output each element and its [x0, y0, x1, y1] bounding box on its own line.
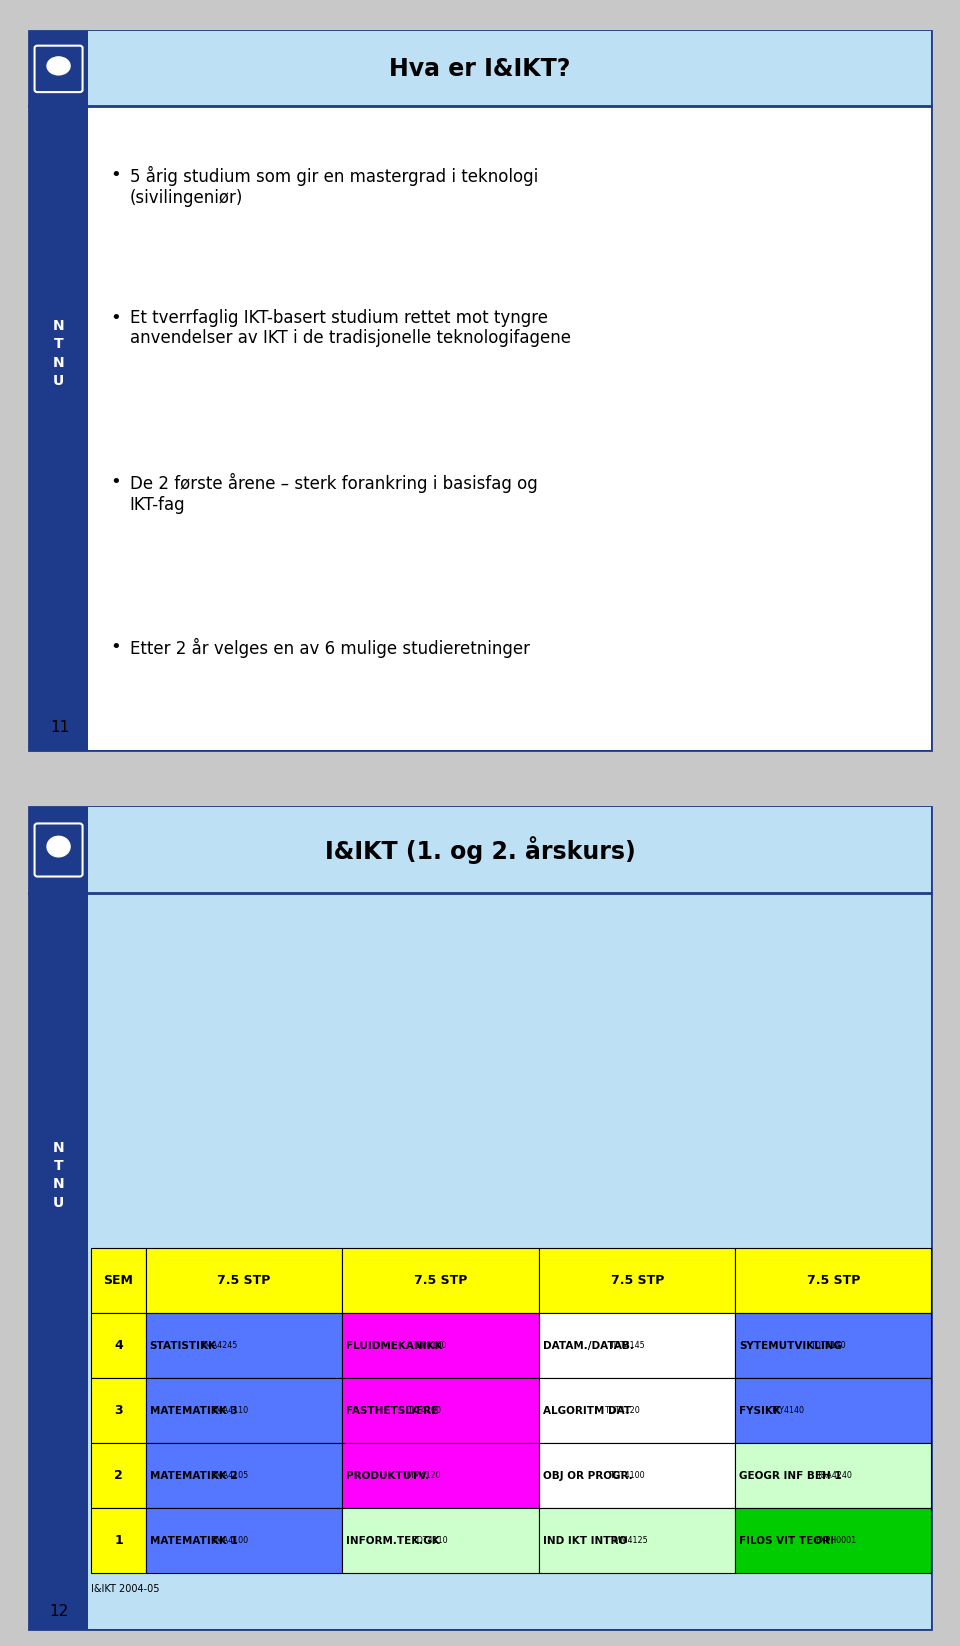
Text: INFORM.TEK.GK: INFORM.TEK.GK — [347, 1536, 440, 1546]
Text: FYSIKK: FYSIKK — [739, 1406, 781, 1416]
Text: I&IKT 2004-05: I&IKT 2004-05 — [91, 1583, 159, 1593]
Circle shape — [47, 836, 70, 858]
Text: SEM: SEM — [104, 1274, 133, 1287]
Text: TDT4145: TDT4145 — [609, 1341, 645, 1350]
Bar — [91, 1314, 146, 1378]
Bar — [539, 1378, 735, 1444]
Bar — [343, 1378, 539, 1444]
Text: TDT4120: TDT4120 — [604, 1406, 639, 1416]
Bar — [735, 1444, 931, 1508]
Bar — [146, 1314, 343, 1378]
Text: Hva er I&IKT?: Hva er I&IKT? — [390, 58, 570, 81]
Text: OBJ OR PROGR.: OBJ OR PROGR. — [542, 1470, 633, 1481]
Text: MATEMATIKK 1: MATEMATIKK 1 — [150, 1536, 237, 1546]
Text: TMA4105: TMA4105 — [210, 1472, 248, 1480]
Text: 5 årig studium som gir en mastergrad i teknologi
(sivilingeniør): 5 årig studium som gir en mastergrad i t… — [130, 166, 538, 207]
Bar — [735, 1314, 931, 1378]
Bar — [29, 31, 931, 107]
Text: TDT4140: TDT4140 — [810, 1341, 846, 1350]
Bar — [88, 107, 931, 751]
Text: N
T
N
U: N T N U — [53, 1141, 64, 1210]
Circle shape — [47, 58, 70, 74]
Bar — [343, 1248, 539, 1314]
Text: Etter 2 år velges en av 6 mulige studieretninger: Etter 2 år velges en av 6 mulige studier… — [130, 639, 530, 658]
Text: MATEMATIKK 2: MATEMATIKK 2 — [150, 1470, 237, 1481]
Text: •: • — [110, 474, 121, 491]
Bar — [29, 892, 88, 1630]
Text: MATEMATIKK 3: MATEMATIKK 3 — [150, 1406, 237, 1416]
Bar — [343, 1508, 539, 1574]
Text: TKT4100: TKT4100 — [407, 1406, 442, 1416]
Text: TMM4120: TMM4120 — [402, 1472, 441, 1480]
Bar — [91, 1378, 146, 1444]
Bar — [146, 1248, 343, 1314]
Text: TDT4110: TDT4110 — [413, 1536, 448, 1546]
Text: De 2 første årene – sterk forankring i basisfag og
IKT-fag: De 2 første årene – sterk forankring i b… — [130, 474, 538, 514]
Bar — [735, 1248, 931, 1314]
Text: 4: 4 — [114, 1340, 123, 1351]
Bar — [29, 31, 88, 107]
Text: 1: 1 — [114, 1534, 123, 1547]
Text: PRODUKTUTV.: PRODUKTUTV. — [347, 1470, 429, 1481]
Bar — [91, 1444, 146, 1508]
Text: 7.5 STP: 7.5 STP — [611, 1274, 664, 1287]
Bar — [146, 1378, 343, 1444]
Text: STATISTIKK: STATISTIKK — [150, 1340, 217, 1351]
Bar — [539, 1248, 735, 1314]
Bar — [91, 1248, 146, 1314]
Text: TDT4100: TDT4100 — [609, 1472, 644, 1480]
Bar — [29, 807, 88, 892]
Bar — [539, 1444, 735, 1508]
Bar — [539, 1314, 735, 1378]
Text: I&IKT (1. og 2. årskurs): I&IKT (1. og 2. årskurs) — [324, 836, 636, 864]
Bar — [29, 107, 88, 751]
Text: •: • — [110, 639, 121, 657]
Text: TBA4240: TBA4240 — [816, 1472, 852, 1480]
Text: GEOGR INF BEH 1: GEOGR INF BEH 1 — [739, 1470, 842, 1481]
Text: SYTEMUTVIKLING: SYTEMUTVIKLING — [739, 1340, 842, 1351]
Bar — [146, 1444, 343, 1508]
Bar — [343, 1444, 539, 1508]
Bar — [539, 1508, 735, 1574]
Text: TMM4125: TMM4125 — [609, 1536, 648, 1546]
Text: TMA4245: TMA4245 — [201, 1341, 238, 1350]
Bar — [146, 1508, 343, 1574]
Bar — [735, 1508, 931, 1574]
Text: IND IKT INTRO: IND IKT INTRO — [542, 1536, 627, 1546]
Bar — [343, 1314, 539, 1378]
Text: N
T
N
U: N T N U — [53, 319, 64, 388]
Text: FILOS VIT TEORI: FILOS VIT TEORI — [739, 1536, 834, 1546]
Text: 3: 3 — [114, 1404, 123, 1417]
Text: DATAM./DATAB.: DATAM./DATAB. — [542, 1340, 634, 1351]
Text: FLUIDMEKANIKK: FLUIDMEKANIKK — [347, 1340, 443, 1351]
Text: FASTHETSLÆRE: FASTHETSLÆRE — [347, 1406, 439, 1416]
Text: EXPH0001: EXPH0001 — [816, 1536, 856, 1546]
Text: TEP4100: TEP4100 — [413, 1341, 446, 1350]
Bar — [88, 892, 931, 1630]
Text: 7.5 STP: 7.5 STP — [806, 1274, 860, 1287]
Text: TMA4110: TMA4110 — [210, 1406, 248, 1416]
Text: •: • — [110, 308, 121, 326]
Text: TFY4140: TFY4140 — [770, 1406, 804, 1416]
Text: •: • — [110, 166, 121, 184]
Text: 7.5 STP: 7.5 STP — [217, 1274, 271, 1287]
Text: 11: 11 — [50, 721, 69, 736]
Text: TMA4100: TMA4100 — [210, 1536, 248, 1546]
Bar — [735, 1378, 931, 1444]
Text: Et tverrfaglig IKT-basert studium rettet mot tyngre
anvendelser av IKT i de trad: Et tverrfaglig IKT-basert studium rettet… — [130, 308, 570, 347]
Text: 12: 12 — [49, 1605, 68, 1620]
Text: 7.5 STP: 7.5 STP — [414, 1274, 468, 1287]
Bar — [91, 1508, 146, 1574]
Bar — [29, 807, 931, 892]
Text: ALGORITM DAT: ALGORITM DAT — [542, 1406, 631, 1416]
Text: 2: 2 — [114, 1470, 123, 1481]
